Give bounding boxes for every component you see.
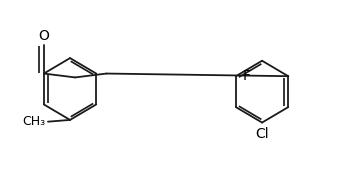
Text: Cl: Cl [255, 127, 269, 141]
Text: O: O [39, 29, 49, 43]
Text: CH₃: CH₃ [22, 115, 45, 128]
Text: F: F [242, 69, 250, 83]
